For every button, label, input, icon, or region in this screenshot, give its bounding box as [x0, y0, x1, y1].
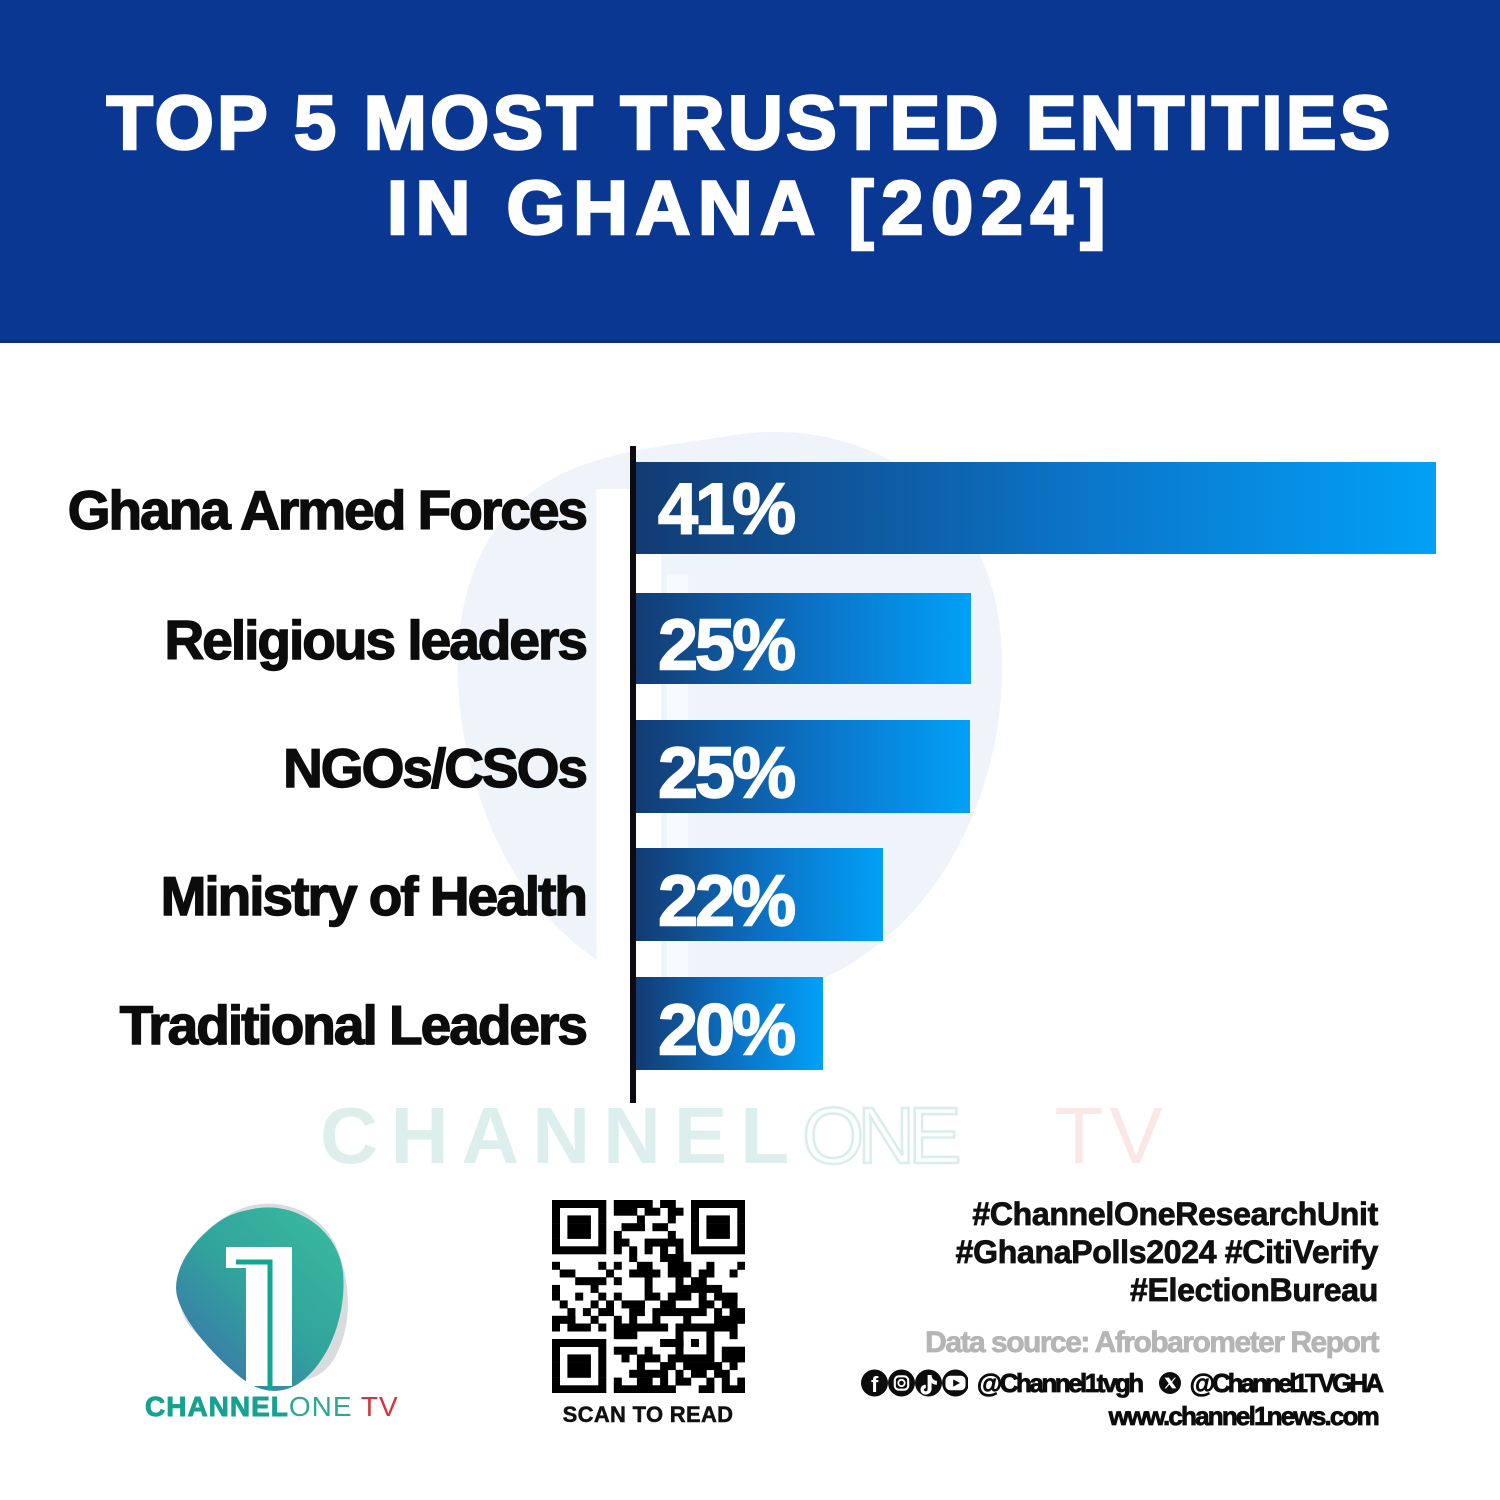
svg-text:CHANNELONE TV: CHANNELONE TV [145, 1391, 399, 1422]
svg-text:f: f [871, 1372, 879, 1397]
